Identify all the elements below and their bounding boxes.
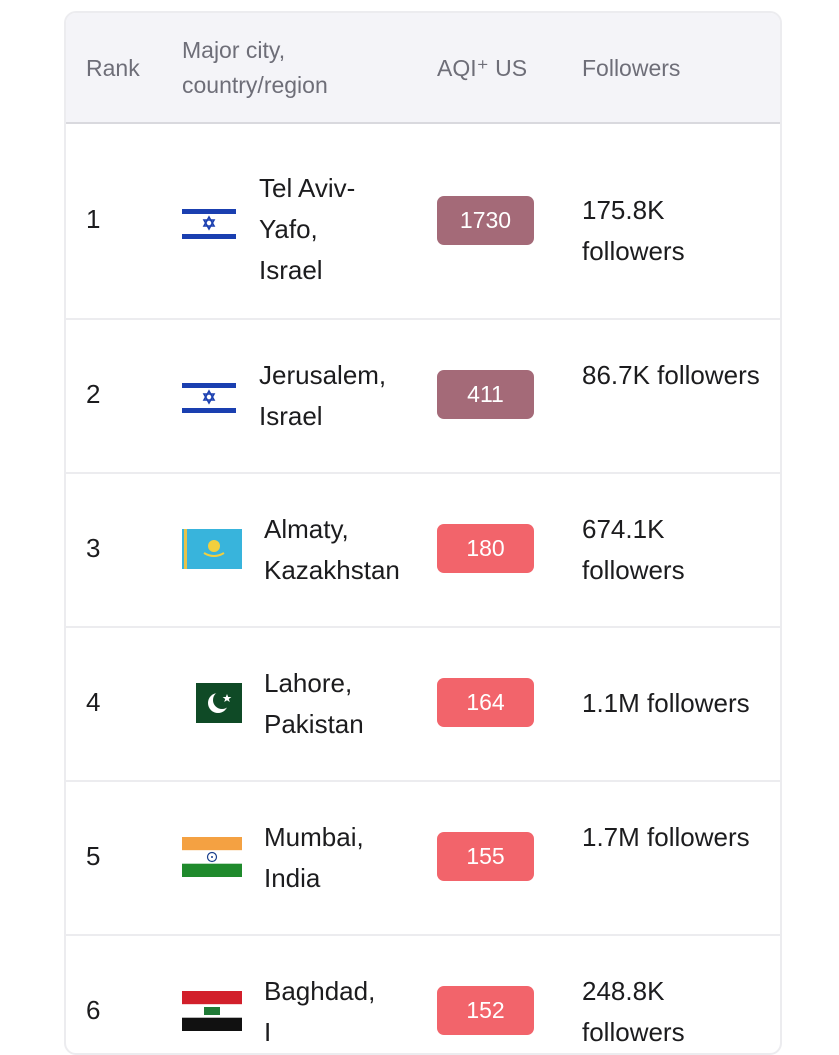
header-followers[interactable]: Followers [582,55,681,81]
rank-value: 6 [86,995,101,1025]
iraq-flag-icon [182,991,242,1031]
table-row[interactable]: 4 Lahore, Pakistan 164 1.1M followers [66,628,780,782]
table-header: Rank Major city, country/region AQI⁺ US … [66,13,780,124]
table-row[interactable]: 6 Baghdad, I 152 248.8K followers [66,936,780,1053]
pakistan-flag-icon [196,683,242,723]
followers-count: 674.1K followers [582,514,685,585]
followers-count: 175.8K followers [582,195,685,266]
rank-value: 4 [86,687,101,717]
city-name[interactable]: Almaty, Kazakhstan [264,514,400,585]
city-name[interactable]: Mumbai, India [264,822,364,893]
india-flag-icon [182,837,242,877]
aqi-badge: 155 [437,832,534,881]
aqi-badge: 152 [437,986,534,1035]
followers-count: 86.7K followers [582,360,760,390]
rank-value: 5 [86,841,101,871]
rank-value: 1 [86,204,101,234]
table-row[interactable]: 1 Tel Aviv- Yafo, Israel 1730 175.8K fol… [66,124,780,320]
rank-value: 3 [86,533,101,563]
city-name[interactable]: Baghdad, I [264,976,376,1047]
israel-flag-icon [182,380,236,416]
followers-count: 1.1M followers [582,688,750,718]
city-name[interactable]: Tel Aviv- Yafo, Israel [259,173,356,285]
table-row[interactable]: 3 Almaty, Kazakhstan 180 674.1K follower… [66,474,780,628]
aqi-badge: 164 [437,678,534,727]
followers-count: 1.7M followers [582,822,750,852]
aqi-badge: 180 [437,524,534,573]
city-name[interactable]: Lahore, Pakistan [264,668,364,739]
rank-value: 2 [86,379,101,409]
table-row[interactable]: 5 Mumbai, India 155 1.7M followers [66,782,780,936]
table-row[interactable]: 2 Jerusalem, Israel 411 86.7K followers [66,320,780,474]
aqi-badge: 411 [437,370,534,419]
kazakhstan-flag-icon [182,529,242,569]
header-rank[interactable]: Rank [86,55,140,81]
followers-count: 248.8K followers [582,976,685,1047]
header-aqi[interactable]: AQI⁺ US [437,55,528,81]
aqi-badge: 1730 [437,196,534,245]
city-name[interactable]: Jerusalem, Israel [259,360,387,431]
city-ranking-table: Rank Major city, country/region AQI⁺ US … [64,11,782,1055]
header-city[interactable]: Major city, country/region [182,37,328,98]
israel-flag-icon [182,206,236,242]
